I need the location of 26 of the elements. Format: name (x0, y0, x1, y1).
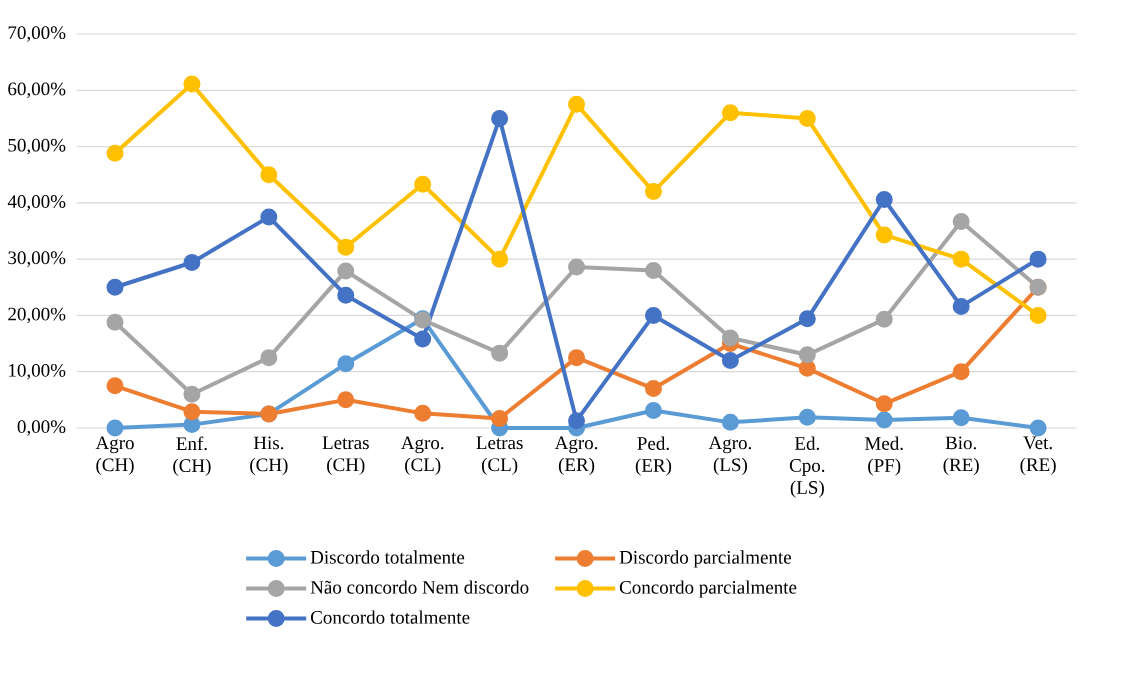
x-tick-label: Ped. (ER) (635, 436, 672, 476)
y-tick-label: 60,00% (8, 82, 66, 99)
y-tick-label: 30,00% (8, 251, 66, 267)
x-tick-label: His. (CH) (250, 436, 288, 476)
x-tick-label: Agro (CH) (95, 436, 134, 476)
legend-label: Concordo parcialmente (619, 580, 797, 598)
x-tick-label: Med. (PF) (865, 436, 903, 476)
y-tick-label: 50,00% (8, 138, 66, 155)
legend-label: Discordo totalmente (310, 550, 465, 564)
legend-label: Discordo parcialmente (619, 550, 792, 568)
y-tick-label: 40,00% (7, 195, 66, 211)
legend-label: Concordo totalmente (310, 610, 470, 624)
y-tick-label: 0,00% (17, 420, 66, 436)
x-tick-label: Letras (CH) (322, 436, 369, 476)
x-tick-label: Agro. (ER) (554, 436, 598, 476)
legend-label: Não concordo Nem discordo (310, 580, 529, 594)
x-tick-label: Letras (CL) (476, 436, 523, 476)
y-tick-label: 70,00% (8, 26, 66, 42)
x-tick-label: Ed. Cpo. (LS) (789, 436, 825, 498)
x-tick-label: Enf. (CH) (173, 436, 211, 476)
y-tick-label: 10,00% (9, 363, 66, 380)
x-tick-label: Vet. (RE) (1020, 436, 1056, 476)
x-tick-label: Bio. (RE) (943, 436, 979, 476)
x-tick-label: Agro. (CL) (400, 436, 444, 476)
x-tick-label: Agro. (LS) (708, 436, 752, 476)
y-tick-label: 20,00% (8, 307, 66, 324)
